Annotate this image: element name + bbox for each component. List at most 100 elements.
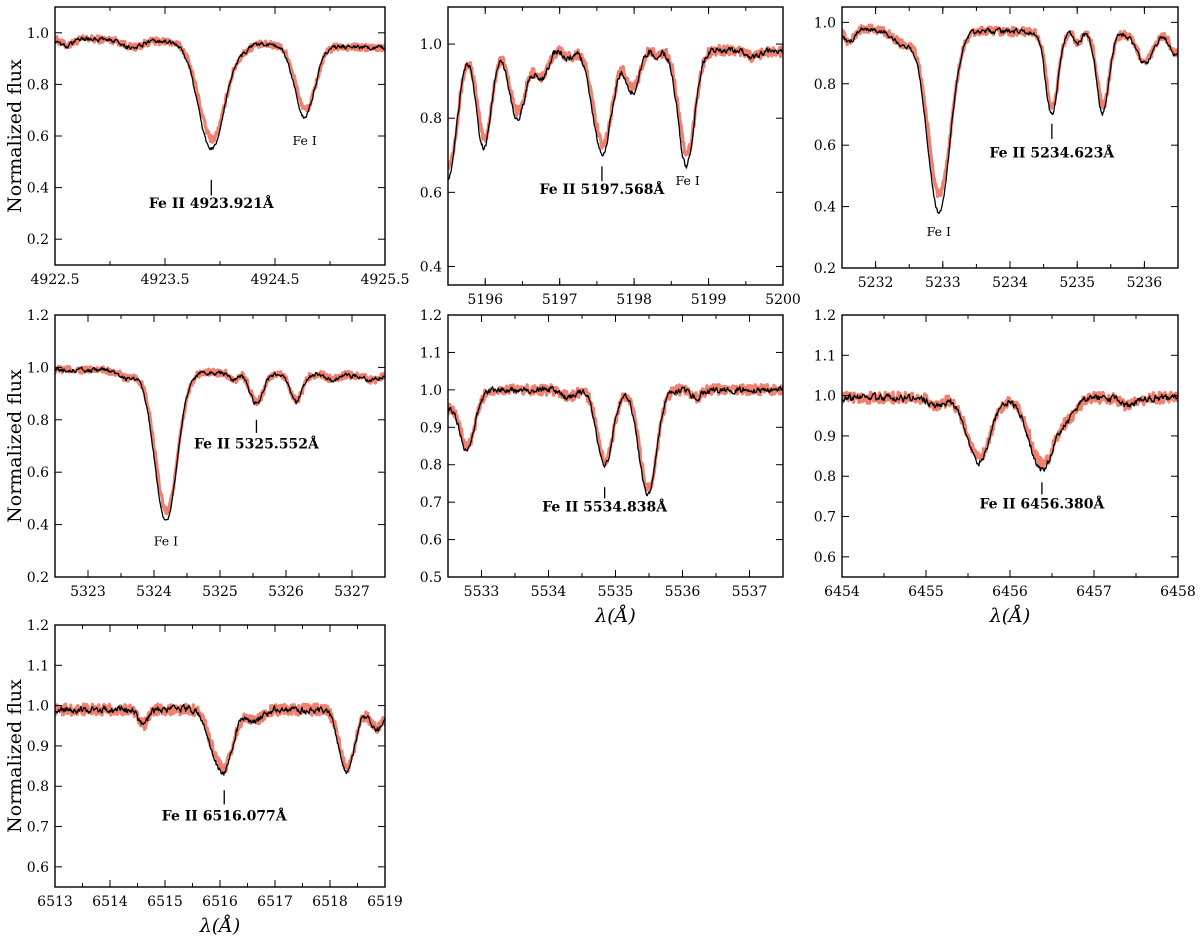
y-tick-label: 0.2 [27, 570, 49, 586]
plot-frame [841, 314, 1179, 578]
x-tick-label: 6456 [992, 584, 1028, 600]
x-tick-label: 5536 [665, 584, 701, 600]
y-tick-label: 1.2 [27, 618, 49, 634]
fe-i-feature-label: Fe I [154, 534, 178, 549]
x-tick-label: 6518 [312, 894, 348, 910]
y-tick-label: 0.9 [420, 420, 442, 436]
y-tick-label: 0.6 [814, 550, 836, 566]
x-tick-label: 5323 [70, 584, 106, 600]
y-tick-label: 0.7 [27, 820, 49, 836]
x-tick-label: 5198 [616, 292, 652, 308]
x-axis-label: λ(Å) [989, 605, 1031, 627]
panel-7: 6513 6514 6515 6516 6517 6518 6519 0.6 0.7 0.8 0.9… [4, 618, 403, 937]
x-tick-label: 5197 [542, 292, 578, 308]
fe-ii-line-label: Fe II 5197.568Å [540, 180, 666, 198]
y-tick-label: 0.9 [27, 739, 49, 755]
y-tick-label: 1.0 [27, 699, 49, 715]
panel-3: 5232 5233 5234 5235 5236 0.2 0.4 0.6 0.8 1.0 Fe II… [814, 6, 1179, 291]
x-tick-label: 4925.5 [361, 272, 410, 288]
y-tick-label: 0.6 [814, 138, 836, 154]
fe-ii-line-label: Fe II 5234.623Å [989, 143, 1115, 161]
y-tick-label: 0.9 [814, 429, 836, 445]
x-tick-label: 4924.5 [251, 272, 300, 288]
y-tick-label: 0.8 [27, 77, 49, 93]
x-tick-label: 5200 [765, 292, 801, 308]
y-tick-label: 1.1 [420, 345, 442, 361]
x-axis-label: λ(Å) [199, 915, 241, 937]
x-tick-label: 5325 [202, 584, 238, 600]
fe-ii-line-label: Fe II 6456.380Å [979, 494, 1105, 512]
observed-spectrum-line [842, 23, 1178, 198]
x-tick-label: 5236 [1127, 275, 1163, 291]
x-tick-label: 5537 [732, 584, 768, 600]
y-tick-label: 0.4 [420, 259, 442, 275]
x-tick-label: 5534 [531, 584, 567, 600]
plot-frame [841, 6, 1179, 269]
y-tick-label: 0.2 [814, 261, 836, 277]
y-tick-label: 0.7 [814, 510, 836, 526]
y-axis-label: Normalized flux [4, 59, 26, 213]
observed-spectrum-line [448, 43, 783, 171]
y-tick-label: 1.0 [27, 26, 49, 42]
synthetic-spectrum-line [55, 36, 385, 151]
x-tick-label: 6457 [1076, 584, 1112, 600]
x-tick-label: 6516 [202, 894, 238, 910]
x-tick-label: 5535 [598, 584, 634, 600]
x-tick-label: 5233 [925, 275, 961, 291]
fe-ii-line-label: Fe II 5325.552Å [194, 435, 320, 453]
y-tick-label: 0.2 [27, 232, 49, 248]
panel-1: 4922.5 4923.5 4924.5 4925.5 0.2 0.4 0.6 0.8 1.0 F… [4, 6, 410, 288]
y-tick-label: 1.2 [420, 308, 442, 324]
y-tick-label: 0.6 [27, 129, 49, 145]
x-tick-label: 6513 [37, 894, 73, 910]
x-tick-label: 5327 [334, 584, 370, 600]
x-tick-label: 6458 [1160, 584, 1196, 600]
synthetic-spectrum-line [448, 386, 783, 497]
y-axis-label: Normalized flux [4, 679, 26, 833]
x-tick-label: 6455 [908, 584, 944, 600]
synthetic-spectrum-line [55, 703, 385, 776]
x-tick-label: 6515 [147, 894, 183, 910]
y-tick-label: 0.6 [27, 860, 49, 876]
panel-4: 5323 5324 5325 5326 5327 0.2 0.4 0.6 0.8 1.0 1.2 Fe… [4, 308, 386, 600]
y-tick-label: 0.6 [27, 465, 49, 481]
synthetic-spectrum-line [448, 46, 783, 181]
fe-i-feature-label: Fe I [927, 224, 951, 239]
y-tick-label: 0.8 [420, 458, 442, 474]
y-axis-label: Normalized flux [4, 369, 26, 523]
y-tick-label: 1.0 [27, 360, 49, 376]
y-tick-label: 1.1 [27, 658, 49, 674]
y-tick-label: 1.2 [814, 308, 836, 324]
y-tick-label: 0.8 [420, 111, 442, 127]
observed-spectrum-line [842, 390, 1178, 471]
observed-spectrum-line [448, 383, 783, 492]
x-tick-label: 5199 [691, 292, 727, 308]
y-tick-label: 0.8 [27, 779, 49, 795]
plot-frame [447, 314, 784, 578]
x-tick-label: 5235 [1059, 275, 1095, 291]
fe-i-feature-label: Fe I [293, 133, 317, 148]
y-tick-label: 0.8 [27, 413, 49, 429]
panel-2: 5196 5197 5198 5199 5200 0.4 0.6 0.8 1.0 Fe II 51… [420, 6, 801, 308]
x-tick-label: 6514 [92, 894, 128, 910]
y-tick-label: 1.0 [814, 389, 836, 405]
y-tick-label: 0.4 [814, 200, 836, 216]
x-tick-label: 5533 [464, 584, 500, 600]
synthetic-spectrum-line [842, 27, 1178, 215]
y-tick-label: 0.4 [27, 181, 49, 197]
y-tick-label: 0.6 [420, 533, 442, 549]
y-tick-label: 0.8 [814, 469, 836, 485]
y-tick-label: 1.2 [27, 308, 49, 324]
y-tick-label: 1.0 [420, 383, 442, 399]
y-tick-label: 0.8 [814, 77, 836, 93]
panel-6: 6454 6455 6456 6457 6458 0.6 0.7 0.8 0.9 1.0 1.1 1.… [814, 308, 1196, 627]
x-tick-label: 5196 [467, 292, 503, 308]
x-tick-label: 6454 [824, 584, 860, 600]
x-tick-label: 5326 [268, 584, 304, 600]
x-tick-label: 6519 [367, 894, 403, 910]
fe-ii-line-label: Fe II 5534.838Å [542, 498, 668, 516]
y-tick-label: 1.0 [814, 15, 836, 31]
x-tick-label: 4923.5 [141, 272, 190, 288]
y-tick-label: 0.5 [420, 570, 442, 586]
